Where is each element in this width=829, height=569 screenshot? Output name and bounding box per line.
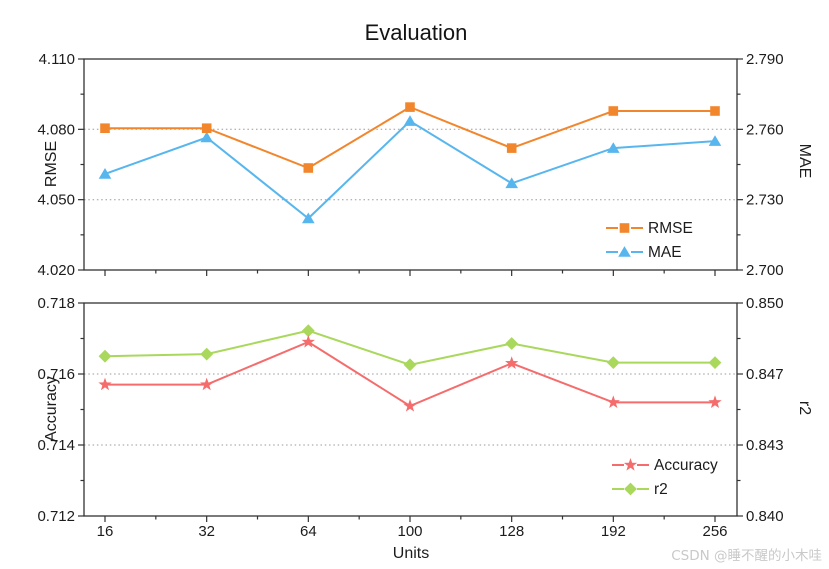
data-marker-MAE	[403, 115, 417, 126]
left-tick-label: 4.080	[37, 121, 75, 138]
data-marker-Accuracy	[301, 335, 315, 348]
legend-marker-Accuracy	[623, 458, 638, 471]
legend-marker-RMSE	[619, 223, 630, 233]
data-marker-Accuracy	[606, 395, 620, 409]
left-tick-label: 0.718	[37, 295, 75, 312]
data-marker-MAE	[98, 168, 112, 179]
legend-label-r2: r2	[654, 481, 668, 498]
right-tick-label: 0.850	[746, 295, 784, 312]
legend-marker-r2	[624, 482, 637, 496]
chart-title: Evaluation	[365, 20, 468, 45]
data-marker-Accuracy	[708, 395, 722, 409]
legend-marker-MAE	[618, 246, 631, 257]
data-marker-RMSE	[303, 163, 314, 173]
x-tick-label: 256	[702, 523, 727, 540]
series-line-MAE	[104, 119, 716, 220]
data-marker-r2	[98, 349, 112, 363]
right-tick-label: 0.847	[746, 366, 784, 383]
data-marker-MAE	[708, 135, 722, 146]
data-marker-r2	[505, 337, 519, 350]
mae-axis-label: MAE	[796, 144, 813, 179]
data-marker-r2	[708, 356, 722, 369]
data-marker-r2	[200, 347, 214, 361]
right-tick-label: 2.790	[746, 51, 784, 68]
data-marker-RMSE	[201, 123, 212, 133]
data-marker-Accuracy	[98, 377, 112, 391]
data-marker-r2	[301, 324, 315, 338]
top-plot: 4.020 2.700 4.050 2.730 4.080 2.760 4.110 2.790…	[37, 51, 783, 279]
data-marker-Accuracy	[200, 377, 214, 391]
data-marker-RMSE	[710, 106, 720, 116]
left-tick-label: 4.050	[37, 192, 75, 209]
data-marker-MAE	[302, 212, 315, 224]
legend-label-Accuracy: Accuracy	[654, 457, 718, 474]
legend-label-MAE: MAE	[648, 244, 682, 261]
data-marker-RMSE	[608, 106, 619, 116]
data-marker-Accuracy	[403, 399, 417, 412]
left-tick-label: 0.716	[37, 366, 75, 383]
data-marker-MAE	[607, 142, 620, 153]
plot-frame	[83, 302, 738, 517]
bottom-plot: 0.712 0.840 0.714 0.843 0.716 0.847 0.718 0.850…	[37, 295, 783, 540]
x-tick-label: 128	[499, 523, 524, 540]
data-marker-RMSE	[405, 102, 415, 112]
watermark: CSDN @睡不醒的小木哇	[671, 548, 822, 564]
left-tick-label: 4.020	[37, 262, 75, 279]
data-marker-r2	[403, 358, 417, 372]
r2-axis-label: r2	[796, 401, 813, 415]
rmse-axis-label: RMSE	[43, 141, 60, 187]
data-marker-RMSE	[506, 143, 517, 153]
data-marker-RMSE	[100, 123, 110, 133]
x-tick-label: 100	[397, 523, 422, 540]
data-marker-Accuracy	[505, 356, 519, 369]
x-tick-label: 16	[97, 523, 114, 540]
right-tick-label: 2.700	[746, 262, 784, 279]
left-tick-label: 0.712	[37, 508, 75, 525]
right-tick-label: 2.730	[746, 192, 784, 209]
plot-frame	[83, 58, 738, 271]
x-tick-label: 192	[601, 523, 626, 540]
x-axis-label: Units	[393, 545, 429, 562]
data-marker-MAE	[200, 131, 213, 143]
legend-label-RMSE: RMSE	[648, 220, 693, 237]
data-marker-r2	[606, 356, 620, 369]
left-tick-label: 4.110	[39, 51, 75, 68]
accuracy-axis-label: Accuracy	[43, 376, 60, 442]
right-tick-label: 0.840	[746, 508, 784, 525]
x-tick-label: 64	[300, 523, 317, 540]
right-tick-label: 0.843	[746, 437, 784, 454]
right-tick-label: 2.760	[746, 121, 784, 138]
x-tick-label: 32	[198, 523, 215, 540]
left-tick-label: 0.714	[37, 437, 75, 454]
data-marker-MAE	[505, 177, 518, 189]
